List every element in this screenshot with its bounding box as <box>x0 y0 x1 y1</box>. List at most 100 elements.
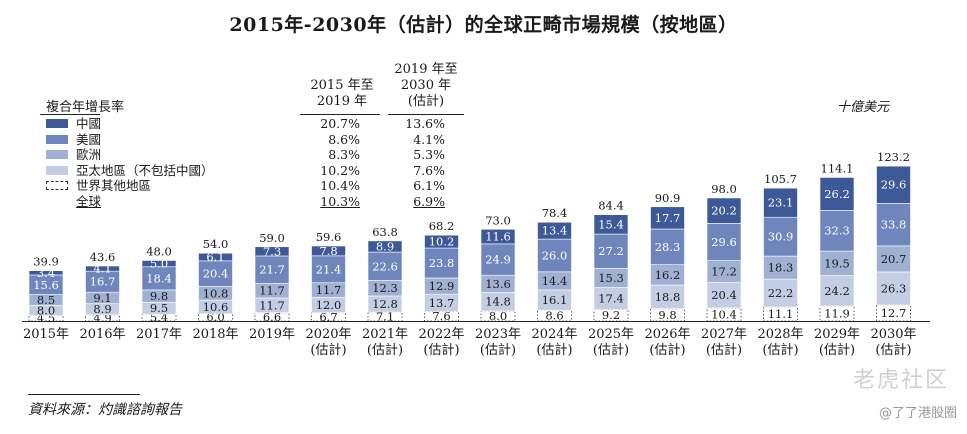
bar-segment <box>593 233 629 269</box>
category-tick-label: (估計) <box>649 342 685 358</box>
bar-segment <box>311 245 346 257</box>
data-label: 17.7 <box>655 211 681 225</box>
data-label: 11.6 <box>485 230 511 244</box>
bar-segment <box>706 197 742 224</box>
legend-row: 亞太地區（不包括中國） 10.2% 7.6% <box>40 163 460 179</box>
legend-label: 歐洲 <box>76 147 102 163</box>
watermark: 老虎社区 <box>852 368 949 393</box>
category-tick-label: (估計) <box>706 342 742 358</box>
data-label: 21.7 <box>259 263 285 277</box>
data-label: 22.2 <box>768 286 794 300</box>
legend-cagr-2015-2019: 8.3% <box>328 147 360 163</box>
bar-segment <box>141 313 177 322</box>
data-label: 7.6 <box>432 309 450 323</box>
cagr-column-header-1-line: 2015 年至 <box>310 78 374 93</box>
bar-segment <box>198 313 233 322</box>
data-label: 26.2 <box>824 187 850 201</box>
data-label: 10.4 <box>711 307 737 321</box>
category-tick-label: (估計) <box>593 342 629 358</box>
data-label: 22.6 <box>372 259 398 273</box>
data-label: 33.8 <box>881 218 907 232</box>
bar-segment <box>537 309 572 322</box>
legend-swatch <box>46 119 68 128</box>
bar-segment <box>480 310 516 322</box>
data-label: 20.4 <box>203 267 229 281</box>
bar-segment <box>198 260 233 287</box>
bar-segment <box>650 228 685 265</box>
data-label: 10.2 <box>429 235 455 249</box>
category-tick-label: (估計) <box>310 342 346 358</box>
data-label: 20.7 <box>881 252 907 266</box>
category-tick-label: (估計) <box>423 342 459 358</box>
data-label: 3.4 <box>37 266 55 280</box>
data-label: 29.6 <box>881 178 907 192</box>
data-label: 19.5 <box>824 256 850 270</box>
legend-cagr-2015-2019: 10.2% <box>320 162 360 178</box>
bar-segment <box>198 252 233 262</box>
bar-segment <box>311 312 346 322</box>
data-label: 11.9 <box>824 307 850 321</box>
data-label: 28.3 <box>655 240 681 254</box>
data-label: 13.4 <box>542 224 568 238</box>
data-label: 7.1 <box>376 310 394 324</box>
total-label: 78.4 <box>542 206 568 220</box>
cagr-column-header-1-line: 2019 年 <box>316 94 368 109</box>
bar-segment <box>593 214 629 235</box>
data-label: 13.7 <box>429 296 455 310</box>
bar-segment <box>254 246 290 257</box>
bar-segment <box>763 306 798 322</box>
data-label: 17.4 <box>598 291 624 305</box>
data-label: 8.0 <box>37 303 55 317</box>
total-label: 59.6 <box>316 230 342 244</box>
data-label: 9.8 <box>658 308 676 322</box>
bar-segment <box>537 221 572 240</box>
data-label: 11.7 <box>259 298 285 312</box>
bar-segment <box>650 206 685 230</box>
legend-swatch <box>46 150 68 160</box>
legend-swatch <box>46 165 68 175</box>
bar-segment <box>876 245 911 273</box>
data-label: 21.4 <box>316 262 342 276</box>
total-label: 39.9 <box>33 255 59 269</box>
data-label: 30.9 <box>768 230 794 244</box>
data-label: 7.8 <box>319 244 337 258</box>
data-label: 8.9 <box>376 239 394 253</box>
legend-cagr-2019-2030: 6.9% <box>413 193 445 209</box>
bar-segment <box>85 265 120 272</box>
chart-title: 2015年-2030年（估計）的全球正畸市場規模（按地區） <box>229 14 738 36</box>
data-label: 7.3 <box>263 244 281 258</box>
legend-label: 亞太地區（不包括中國） <box>76 162 214 178</box>
bar-segment <box>763 278 798 308</box>
category-tick-label: 2029年 <box>814 327 860 342</box>
data-label: 11.7 <box>316 283 342 297</box>
category-tick-label: 2028年 <box>757 327 803 342</box>
data-label: 12.8 <box>372 297 398 311</box>
bar-segment <box>876 203 911 247</box>
data-label: 18.8 <box>655 290 681 304</box>
legend: 中國 20.7% 13.6% 美國 8.6% 4.1% 歐洲 8.3% 5.3% 亞太地區（不包括… <box>40 116 460 210</box>
category-tick-label: 2020年 <box>305 327 351 342</box>
bar-segment <box>819 177 855 211</box>
category-tick-label: 2025年 <box>588 327 634 342</box>
data-label: 15.6 <box>33 278 59 292</box>
legend-row: 美國 8.6% 4.1% <box>40 132 460 148</box>
data-label: 9.8 <box>150 289 168 303</box>
category-tick-label: 2015年 <box>23 327 69 342</box>
legend-cagr-2019-2030: 7.6% <box>413 162 445 178</box>
category-tick-label: 2016年 <box>79 327 125 342</box>
data-label: 12.7 <box>881 306 907 320</box>
data-label: 14.8 <box>485 295 511 309</box>
legend-label: 世界其他地區 <box>76 178 152 194</box>
bar-segment <box>706 281 742 309</box>
legend-label: 全球 <box>76 193 102 209</box>
category-tick-label: (估計) <box>480 342 516 358</box>
data-label: 27.2 <box>598 244 624 258</box>
data-label: 18.4 <box>146 271 172 285</box>
total-label: 59.0 <box>259 231 285 245</box>
bar-segment <box>819 275 855 307</box>
data-label: 16.7 <box>90 275 116 289</box>
bar-segment <box>424 234 459 249</box>
category-tick-label: 2026年 <box>644 327 690 342</box>
data-label: 11.7 <box>259 284 285 298</box>
